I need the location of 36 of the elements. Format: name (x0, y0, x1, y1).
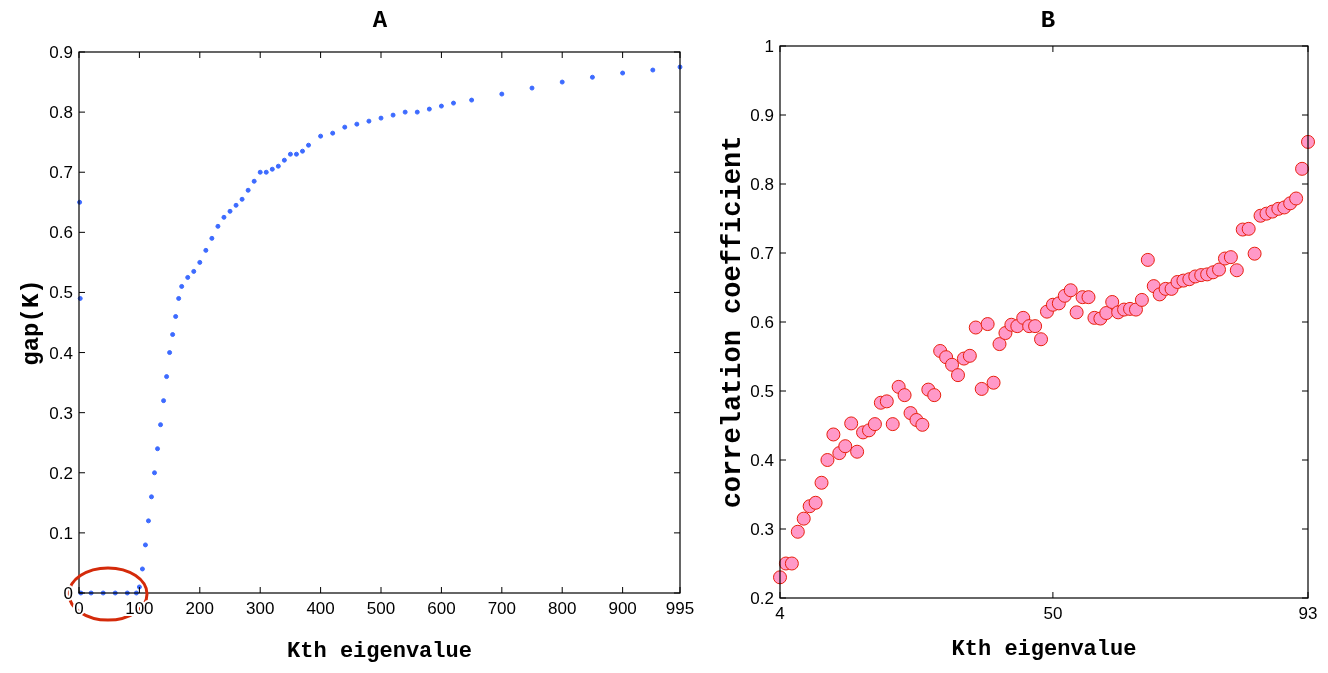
x-axis-title: Kth eigenvalue (951, 637, 1137, 662)
chart-title: A (372, 7, 388, 34)
y-tick-label: 0.3 (750, 520, 774, 539)
y-tick-label: 0.8 (49, 103, 73, 123)
y-tick-label: 1 (764, 37, 774, 56)
y-tick-label: 0.5 (49, 283, 73, 303)
x-tick-label: 800 (548, 599, 577, 618)
x-tick-label: 700 (487, 599, 516, 618)
y-tick-label: 0.8 (750, 175, 774, 194)
chart-title: B (1040, 7, 1056, 34)
x-tick-label: 300 (246, 599, 275, 618)
x-tick-label: 500 (366, 599, 396, 618)
y-tick-label: 0.4 (49, 343, 73, 363)
y-tick-label: 0.9 (750, 106, 774, 125)
y-tick-label: 0.7 (49, 163, 73, 183)
y-tick-label: 0.9 (49, 43, 73, 62)
y-tick-label: 0.2 (750, 589, 774, 608)
y-axis-title: correlation coefficient (718, 135, 748, 509)
x-tick-label: 995 (665, 599, 695, 618)
y-tick-label: 0.5 (750, 382, 774, 401)
x-tick-label: 200 (185, 599, 214, 618)
y-tick-label: 0.3 (49, 403, 73, 423)
x-tick-label: 600 (427, 599, 456, 618)
y-tick-label: 0.7 (750, 244, 774, 263)
y-tick-label: 0.6 (750, 313, 774, 332)
y-tick-label: 0.6 (49, 223, 73, 243)
y-tick-label: 0.2 (49, 463, 73, 483)
x-tick-label: 50 (1043, 604, 1063, 623)
y-axis-title: gap(K) (18, 279, 45, 366)
y-tick-label: 0.1 (49, 523, 73, 543)
x-axis-title: Kth eigenvalue (287, 639, 472, 664)
x-tick-label: 4 (775, 604, 785, 623)
x-tick-label: 900 (608, 599, 637, 618)
x-tick-label: 93 (1298, 604, 1318, 623)
x-tick-label: 400 (306, 599, 335, 618)
y-tick-label: 0.4 (750, 451, 774, 470)
